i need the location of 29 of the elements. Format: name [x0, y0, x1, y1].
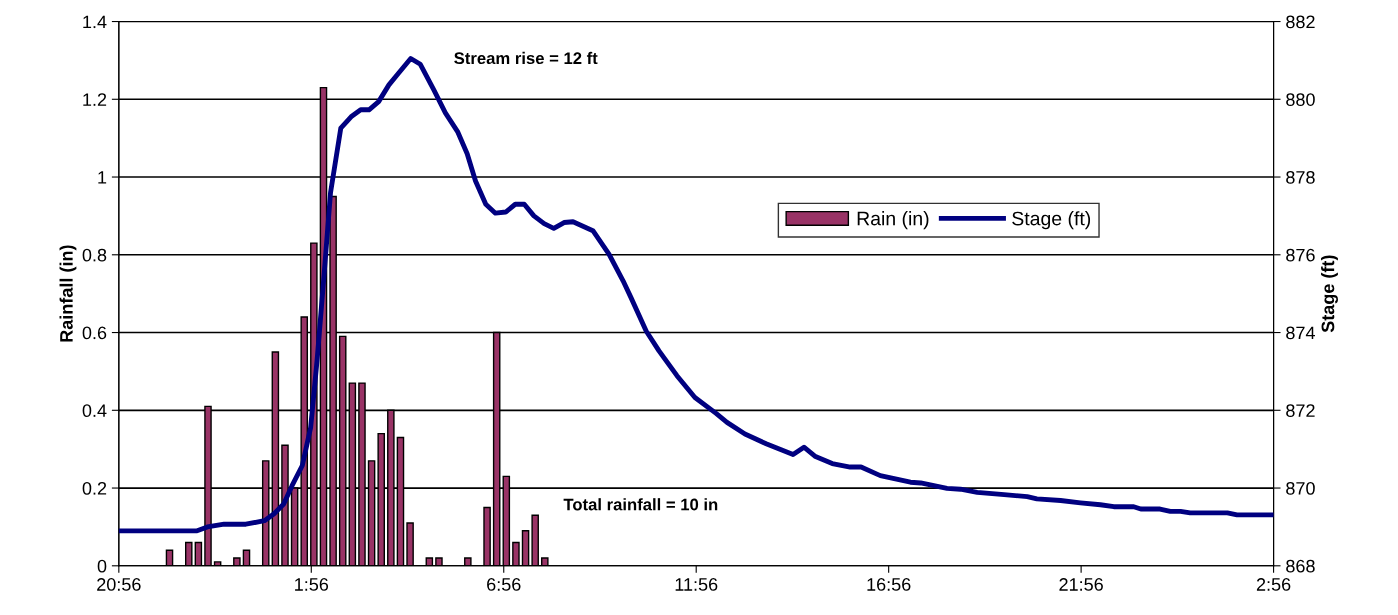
y2-tick-label: 878 — [1286, 170, 1315, 184]
y2-tick-label: 882 — [1286, 15, 1315, 29]
x-tick-label: 6:56 — [487, 578, 521, 591]
y2-tick-label: 872 — [1286, 404, 1315, 418]
annotation: Total rainfall = 10 in — [563, 498, 718, 511]
y2-tick-label: 870 — [1286, 481, 1315, 495]
x-tick-label: 21:56 — [1059, 578, 1103, 591]
y-tick-label: 0.8 — [82, 248, 107, 262]
y2-axis-title: Stage (ft) — [1321, 255, 1338, 333]
y-tick-label: 1.2 — [83, 93, 107, 106]
y-tick-label: 1 — [98, 171, 107, 184]
y-tick-label: 0.6 — [82, 326, 107, 340]
y2-tick-label: 874 — [1286, 326, 1315, 340]
x-tick-label: 1:56 — [295, 578, 329, 591]
y-tick-label: 0.2 — [82, 481, 107, 495]
y-tick-label: 0.4 — [82, 404, 107, 418]
legend-label: Rain (in) — [857, 211, 929, 230]
y2-tick-label: 876 — [1286, 248, 1315, 262]
legend-label: Stage (ft) — [1012, 211, 1091, 230]
x-tick-label: 2:56 — [1256, 578, 1291, 591]
y-tick-label: 1.4 — [83, 15, 107, 29]
x-tick-label: 16:56 — [867, 578, 911, 591]
y2-tick-label: 880 — [1286, 93, 1315, 106]
annotation: Stream rise = 12 ft — [454, 51, 598, 65]
x-tick-label: 11:56 — [675, 578, 718, 591]
y2-tick-label: 868 — [1286, 559, 1315, 573]
x-tick-label: 20:56 — [97, 578, 141, 591]
y-axis-title: Rainfall (in) — [59, 245, 77, 342]
y-tick-label: 0 — [97, 559, 107, 573]
